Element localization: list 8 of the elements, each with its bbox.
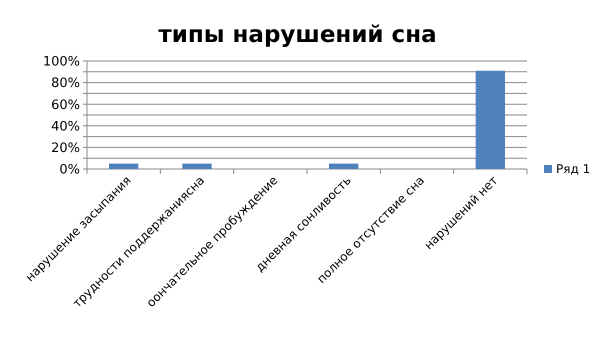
y-tick-label: 80% xyxy=(51,76,80,92)
y-tick-label: 60% xyxy=(51,98,80,113)
y-tick-label: 20% xyxy=(51,140,80,156)
legend-label: Ряд 1 xyxy=(556,162,590,176)
y-tick-label: 0% xyxy=(59,162,80,178)
y-tick-label: 40% xyxy=(51,119,80,134)
y-tick-label: 100% xyxy=(42,54,80,70)
chart-title: типы нарушений сна xyxy=(158,22,437,48)
